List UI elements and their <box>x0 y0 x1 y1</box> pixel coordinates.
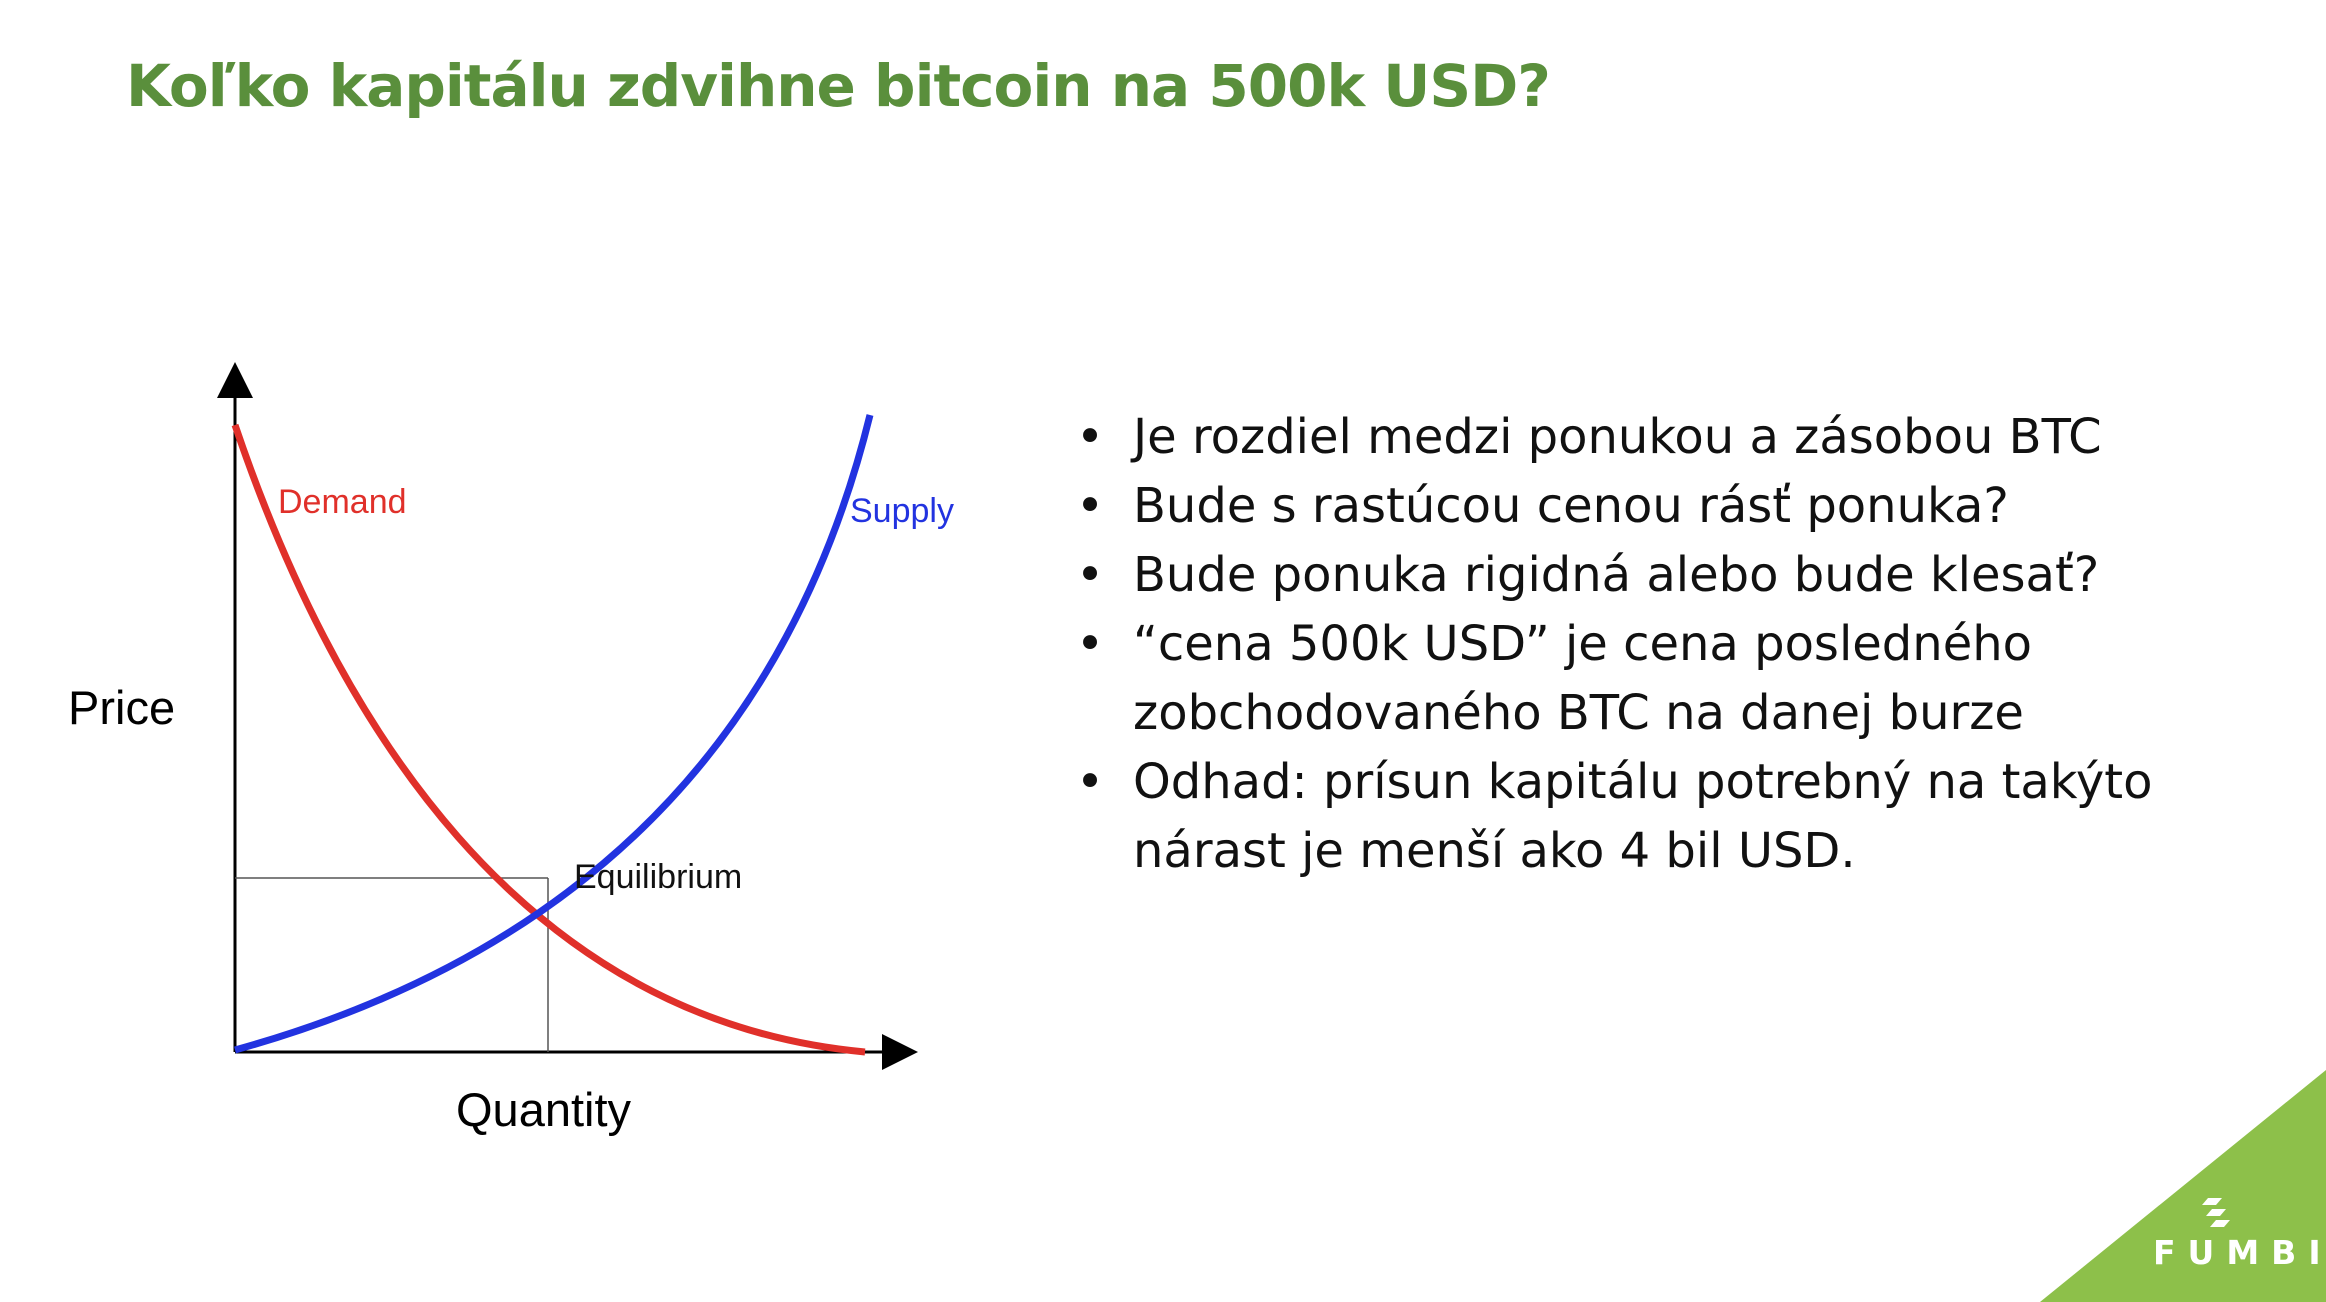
series-label-demand: Demand <box>278 483 407 521</box>
demand-curve <box>231 423 866 1056</box>
bullet-item: • Je rozdiel medzi ponukou a zásobou BTC <box>1075 409 2102 465</box>
bullet-list: • Je rozdiel medzi ponukou a zásobou BTC … <box>1075 403 2225 886</box>
slide-title: Koľko kapitálu zdvihne bitcoin na 500k U… <box>126 52 1551 120</box>
bullet-item: • “cena 500k USD” je cena posledného zobc… <box>1075 616 2033 741</box>
corner-decoration <box>2040 1070 2326 1302</box>
fumbi-logo-text: FUMBI <box>2153 1233 2326 1272</box>
bullet-item: • Bude ponuka rigidná alebo bude klesať? <box>1075 547 2100 603</box>
x-axis-label: Quantity <box>456 1083 632 1136</box>
supply-curve <box>234 414 874 1054</box>
fumbi-logo-icon <box>2202 1198 2230 1227</box>
equilibrium-label: Equilibrium <box>574 858 742 896</box>
series-label-supply: Supply <box>850 492 954 530</box>
bullet-item: • Odhad: prísun kapitálu potrebný na taký… <box>1075 754 2153 879</box>
supply-demand-chart: Demand Supply Equilibrium Price Quantity <box>68 362 954 1136</box>
y-axis-label: Price <box>68 681 175 734</box>
bullet-item: • Bude s rastúcou cenou rásť ponuka? <box>1075 478 2009 534</box>
